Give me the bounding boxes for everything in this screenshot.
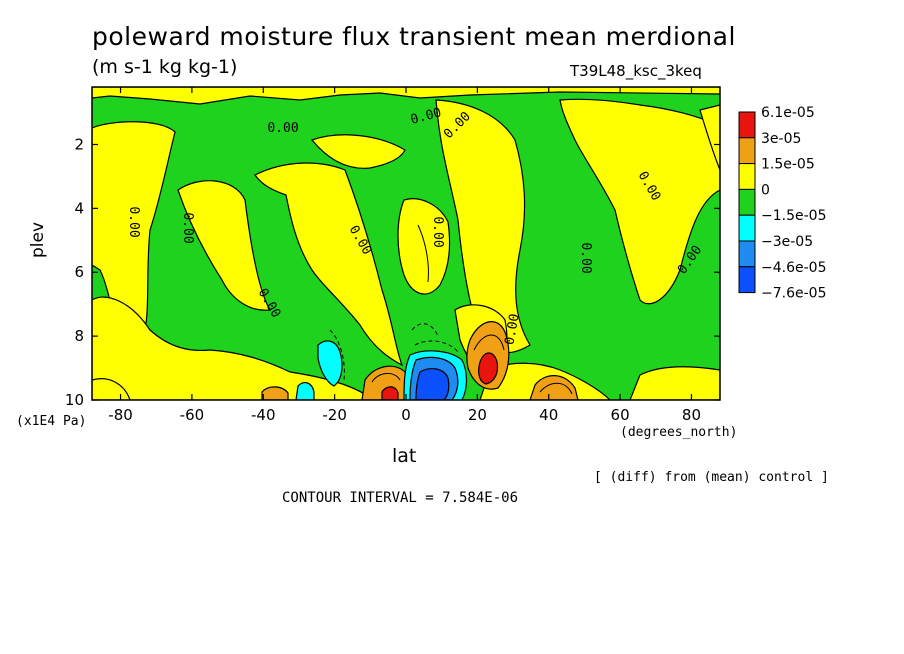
x-tick-label: 40 — [539, 406, 558, 424]
legend-swatch — [738, 137, 756, 165]
x-axis-label: lat — [392, 445, 417, 467]
contour-line — [411, 323, 439, 337]
legend-swatch — [738, 188, 756, 216]
x-tick-label: -60 — [180, 406, 205, 424]
diff-note: [ (diff) from (mean) control ] — [594, 470, 829, 485]
y-tick-label: 6 — [74, 263, 84, 281]
contour-line — [473, 334, 505, 351]
x-tick-label: 0 — [401, 406, 411, 424]
contour-region — [699, 104, 720, 171]
legend-level-label: 6.1e-05 — [761, 105, 815, 121]
x-tick-label: -40 — [251, 406, 276, 424]
contour-region — [177, 180, 272, 311]
chart-units: (m s-1 kg kg-1) — [92, 56, 238, 78]
legend-swatch — [738, 111, 756, 139]
contour-label: 0.00 — [430, 216, 445, 247]
contour-region — [478, 352, 499, 385]
legend-level-label: 1.5e-05 — [761, 157, 815, 173]
contour-region — [92, 296, 373, 400]
x-tick-label: 60 — [611, 406, 630, 424]
contour-label: 0.00 — [267, 121, 298, 136]
chart-title: poleward moisture flux transient mean me… — [92, 22, 736, 51]
y-axis: 2 4 6 8 10 — [65, 135, 720, 409]
contour-region — [381, 386, 399, 400]
legend-level-label: −4.6e-05 — [761, 260, 826, 276]
x-tick-label: 80 — [682, 406, 701, 424]
legend-swatch — [738, 163, 756, 190]
y-tick-label: 2 — [74, 135, 84, 153]
legend-level-label: 3e-05 — [761, 131, 801, 147]
legend-level-label: −1.5e-05 — [761, 208, 826, 224]
contour-label: 0.00 — [180, 212, 195, 243]
legend-swatch — [738, 240, 756, 268]
contour-interval: CONTOUR INTERVAL = 7.584E-06 — [282, 490, 519, 506]
y-tick-label: 8 — [74, 327, 84, 345]
contour-region — [435, 99, 531, 354]
contour-region — [397, 198, 451, 295]
contour-label: 0.00 — [126, 206, 141, 237]
contour-region — [529, 375, 579, 400]
x-tick-label: -20 — [322, 406, 347, 424]
contour-region — [415, 368, 450, 400]
contour-region — [629, 366, 720, 400]
x-axis-unit: (degrees_north) — [620, 425, 738, 440]
x-axis: -80 -60 -40 -20 0 20 40 60 80 — [108, 87, 701, 424]
contour-line — [414, 340, 459, 353]
contour-line — [539, 382, 573, 395]
legend-level-label: −3e-05 — [761, 234, 813, 250]
contour-field: 0.000.000.000.00 0.00 0.00 0.000.000.000.00… — [92, 87, 720, 400]
contour-region — [92, 87, 720, 105]
legend-level-label: 0 — [761, 182, 770, 198]
contour-region — [310, 134, 406, 169]
x-tick-label: 20 — [468, 406, 487, 424]
contour-line — [417, 224, 429, 283]
legend-swatch — [738, 266, 756, 294]
y-tick-label: 4 — [74, 199, 84, 217]
contour-region — [317, 340, 343, 387]
legend-level-label: −7.6e-05 — [761, 286, 826, 302]
color-legend: 6.1e-05 3e-05 1.5e-05 0 −1.5e-05 −3e-05 −4.6e-… — [738, 105, 826, 302]
contour-region — [295, 382, 315, 400]
contour-line — [329, 329, 345, 381]
legend-swatch — [738, 214, 756, 242]
contour-label: 0.00 — [578, 242, 593, 273]
contour-line — [371, 373, 401, 383]
y-axis-unit: (x1E4 Pa) — [16, 414, 87, 429]
contour-label: 0.00 — [502, 313, 522, 346]
contour-region — [559, 98, 720, 305]
contour-region — [254, 162, 404, 367]
y-tick-label: 10 — [65, 391, 84, 409]
experiment-label: T39L48_ksc_3keq — [570, 62, 702, 80]
contour-region — [261, 386, 289, 400]
x-tick-label: -80 — [108, 406, 133, 424]
